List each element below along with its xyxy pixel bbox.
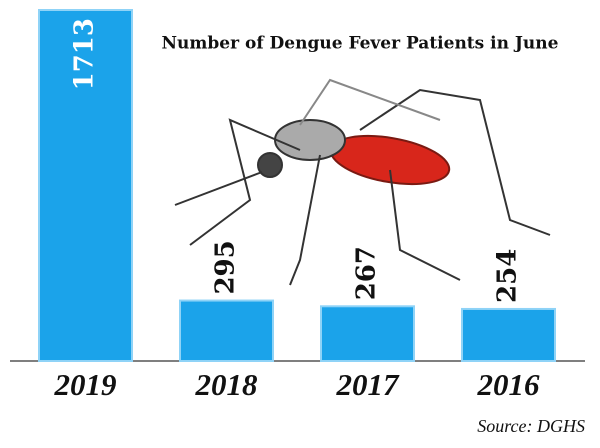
mosquito-illustration [174, 78, 551, 286]
x-tick-label: 2017 [336, 367, 401, 402]
value-label: 1713 [70, 18, 100, 90]
bar [461, 307, 556, 362]
bar [38, 9, 133, 362]
x-tick-label: 2016 [477, 367, 541, 402]
chart-title: Number of Dengue Fever Patients in June [162, 34, 559, 54]
source: Source: DGHS [477, 416, 585, 436]
value-label: 254 [493, 249, 523, 303]
bar [320, 305, 415, 362]
value-label: 295 [211, 240, 241, 294]
value-label: 267 [352, 246, 382, 300]
bar [179, 299, 274, 362]
x-tick-label: 2018 [195, 367, 259, 402]
x-tick-label: 2019 [54, 367, 117, 402]
